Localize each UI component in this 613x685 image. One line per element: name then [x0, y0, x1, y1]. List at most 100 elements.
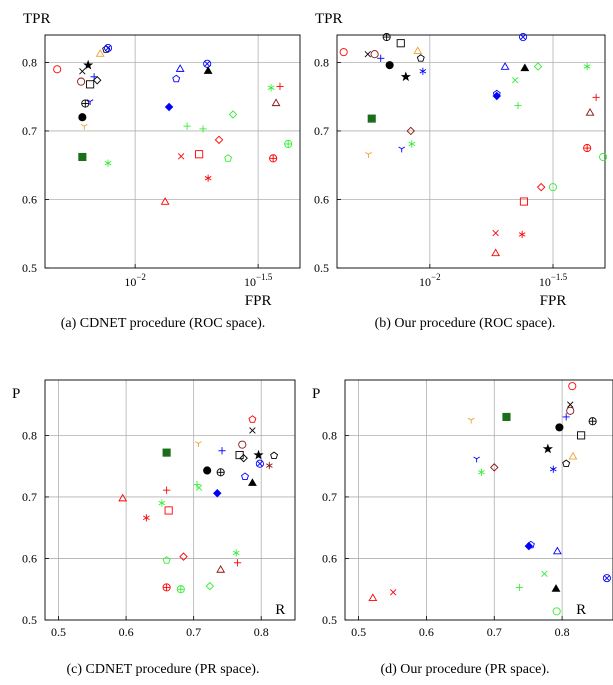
y-tick-label: 0.5 [22, 261, 37, 275]
marker-shape [160, 197, 170, 205]
point [205, 581, 215, 591]
y-tick-label: 0.5 [22, 613, 37, 627]
tick-base: 10 [539, 275, 551, 289]
marker-shape [77, 77, 86, 86]
point [216, 468, 225, 477]
point [492, 229, 499, 237]
marker-shape [568, 451, 578, 460]
point [542, 443, 553, 454]
point [163, 486, 171, 494]
marker-stroke [492, 229, 499, 237]
marker-shape [164, 102, 174, 112]
point [583, 144, 592, 153]
marker-shape [203, 66, 213, 74]
marker-stroke [389, 589, 397, 596]
point [271, 98, 281, 107]
marker-shape [413, 46, 423, 54]
point [193, 481, 201, 489]
marker-stroke [364, 50, 371, 58]
tick-exponent: −2 [431, 272, 441, 282]
marker-stroke [232, 550, 240, 556]
marker-stroke [470, 417, 475, 421]
point [160, 197, 170, 205]
marker-shape [239, 453, 248, 463]
marker-shape [520, 63, 530, 72]
point [533, 62, 543, 71]
marker-stroke [267, 85, 275, 90]
x-tick-label: 10−2 [419, 272, 441, 289]
point [164, 506, 173, 515]
panel: 0.5 0.6 0.7 0.8 0.5 0.6 0.7 0.8 P R (d) Our proced… [312, 379, 613, 677]
tick-base: 10 [124, 275, 136, 289]
marker-stroke [265, 463, 273, 468]
point [519, 197, 529, 206]
point [195, 150, 204, 159]
point [78, 113, 87, 122]
marker-shape [241, 472, 249, 480]
point [518, 230, 526, 239]
point [562, 459, 571, 468]
caption: (a) CDNET procedure (ROC space). [61, 316, 266, 331]
point [389, 589, 397, 596]
marker-shape [519, 197, 529, 206]
y-axis-label: P [12, 386, 20, 402]
x-tick-label: 10−2 [124, 272, 146, 289]
y-tick-label: 0.7 [314, 124, 329, 138]
point [367, 114, 376, 123]
y-axis-label: TPR [23, 11, 51, 27]
point [249, 427, 256, 434]
marker-shape [203, 466, 212, 475]
marker-shape [162, 556, 171, 564]
x-tick-label: 10−1.5 [244, 272, 273, 289]
marker-stroke [604, 575, 610, 581]
point [599, 152, 608, 162]
point [104, 159, 112, 167]
y-tick-label: 0.8 [22, 55, 37, 69]
marker-stroke [79, 68, 86, 75]
point [203, 66, 213, 74]
point [500, 62, 510, 70]
y-tick-label: 0.8 [314, 55, 329, 69]
marker-shape [577, 431, 586, 440]
point [81, 99, 90, 108]
point [235, 451, 244, 460]
point [95, 49, 105, 57]
marker-shape [78, 113, 87, 122]
points [368, 382, 611, 616]
point [400, 71, 411, 82]
point [551, 584, 561, 592]
point [592, 93, 600, 101]
point [408, 140, 416, 148]
plot-frame [344, 379, 613, 621]
marker-stroke [257, 460, 263, 467]
point [491, 248, 501, 257]
marker-shape [524, 541, 534, 551]
marker-shape [248, 415, 257, 423]
point [269, 154, 278, 163]
marker-stroke [567, 401, 574, 408]
point [511, 77, 519, 84]
points [118, 415, 279, 594]
marker-stroke [368, 152, 372, 155]
point [514, 101, 522, 110]
point [396, 39, 405, 48]
marker-stroke [177, 153, 185, 160]
marker-shape [552, 607, 561, 616]
point [238, 440, 247, 449]
point [368, 593, 378, 602]
marker-shape [599, 152, 608, 162]
point [203, 466, 212, 475]
x-tick-label: 0.7 [186, 625, 201, 639]
marker-shape [548, 183, 557, 192]
marker-stroke [511, 77, 519, 84]
marker-shape [214, 135, 224, 145]
point [568, 451, 578, 460]
tick-base: 10 [244, 275, 256, 289]
point [416, 54, 425, 62]
marker-stroke [473, 456, 477, 460]
marker-shape [568, 382, 577, 391]
point [203, 59, 212, 68]
marker-shape [164, 506, 173, 515]
marker-shape [253, 449, 264, 460]
